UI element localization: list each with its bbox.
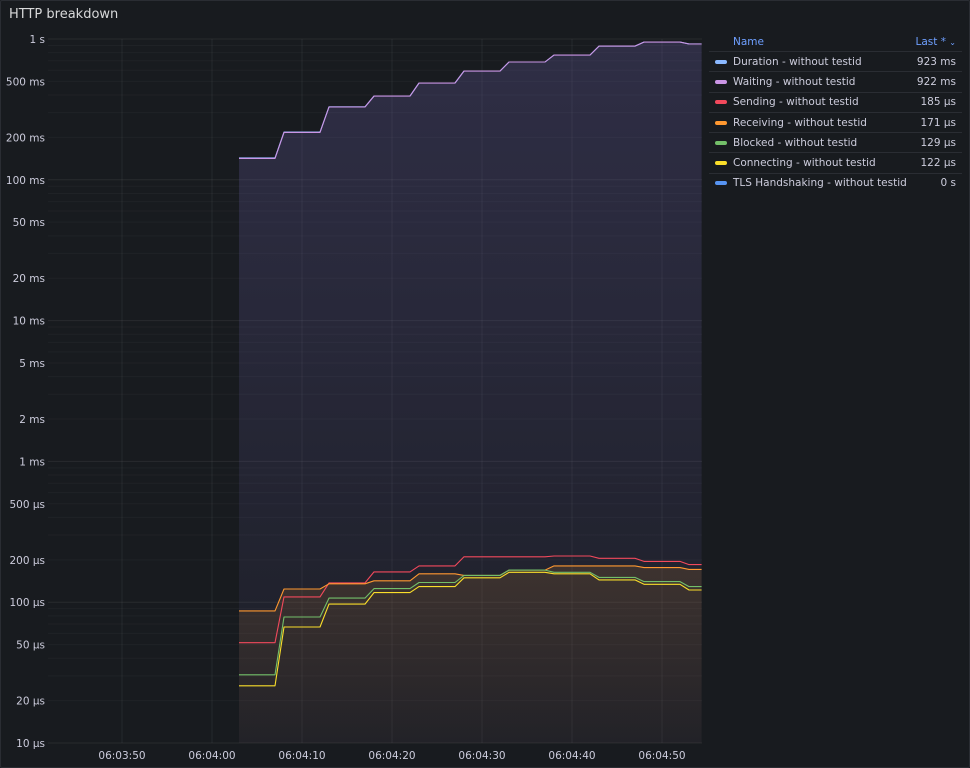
series-color-swatch [715, 161, 727, 166]
area-fill-3 [239, 565, 702, 743]
legend-item[interactable]: Blocked - without testid 129 µs [709, 132, 962, 152]
legend-item[interactable]: TLS Handshaking - without testid 0 s [709, 172, 962, 193]
series-color-swatch [715, 140, 727, 145]
y-tick-label: 10 µs [16, 738, 45, 750]
time-series-chart[interactable]: 1 s 500 ms 200 ms 100 ms 50 ms 20 ms 10 ms 5 ms… [0, 0, 705, 768]
x-tick-label: 06:03:50 [98, 750, 145, 762]
legend-item-name: TLS Handshaking - without testid [733, 177, 907, 190]
series-color-swatch [715, 100, 727, 105]
legend-item-name: Waiting - without testid [733, 75, 856, 88]
legend-item-last: 129 µs [920, 136, 956, 149]
y-tick-label: 200 ms [6, 132, 45, 144]
legend-item-name: Sending - without testid [733, 96, 859, 109]
y-tick-label: 20 ms [13, 273, 45, 285]
x-tick-label: 06:04:30 [458, 750, 505, 762]
x-axis: 06:03:50 06:04:00 06:04:10 06:04:20 06:04:30… [98, 750, 685, 762]
series-lines [239, 41, 702, 687]
legend-item[interactable]: Connecting - without testid 122 µs [709, 152, 962, 172]
legend-header-name[interactable]: Name [733, 35, 764, 48]
legend-sort-label: Last * [915, 35, 946, 48]
x-tick-label: 06:04:50 [638, 750, 685, 762]
legend-item-name: Receiving - without testid [733, 116, 867, 129]
series-line-waiting [239, 41, 702, 159]
series-color-swatch [715, 79, 727, 84]
x-tick-label: 06:04:10 [278, 750, 325, 762]
legend-item[interactable]: Waiting - without testid 922 ms [709, 71, 962, 91]
series-line-sending [239, 555, 702, 644]
y-tick-label: 500 µs [9, 499, 45, 511]
chevron-down-icon: ⌄ [949, 37, 956, 47]
legend-item-last: 922 ms [916, 75, 956, 88]
legend-header-last[interactable]: Last * ⌄ [915, 36, 956, 48]
panel-title[interactable]: HTTP breakdown [9, 7, 119, 22]
series-color-swatch [715, 120, 727, 125]
legend-item-last: 0 s [940, 177, 957, 190]
y-tick-label: 100 ms [6, 175, 45, 187]
legend-item[interactable]: Receiving - without testid 171 µs [709, 111, 962, 132]
legend: Name Last * ⌄ Duration - without testid 9… [709, 32, 962, 193]
y-axis: 1 s 500 ms 200 ms 100 ms 50 ms 20 ms 10 ms 5 ms… [6, 34, 45, 750]
x-tick-label: 06:04:00 [188, 750, 235, 762]
series-color-swatch [715, 181, 727, 186]
legend-item-name: Blocked - without testid [733, 136, 858, 149]
area-fills [239, 42, 702, 743]
legend-header: Name Last * ⌄ [709, 32, 962, 51]
y-tick-label: 1 s [30, 34, 46, 46]
legend-item[interactable]: Sending - without testid 185 µs [709, 91, 962, 112]
legend-item-name: Duration - without testid [733, 55, 862, 68]
y-tick-label: 1 ms [19, 456, 45, 468]
y-tick-label: 10 ms [13, 316, 45, 328]
y-tick-label: 20 µs [16, 696, 45, 708]
y-tick-label: 50 µs [16, 640, 45, 652]
y-tick-label: 500 ms [6, 76, 45, 88]
legend-item-last: 122 µs [920, 157, 956, 170]
series-line-connecting [239, 571, 702, 687]
y-tick-label: 5 ms [19, 358, 45, 370]
y-tick-label: 200 µs [9, 555, 45, 567]
legend-item-last: 171 µs [920, 116, 956, 129]
series-line-blocked [239, 569, 702, 676]
legend-item-last: 923 ms [916, 55, 956, 68]
y-tick-label: 100 µs [9, 597, 45, 609]
legend-item[interactable]: Duration - without testid 923 ms [709, 51, 962, 71]
y-tick-label: 2 ms [19, 414, 45, 426]
legend-item-last: 185 µs [920, 96, 956, 109]
x-tick-label: 06:04:20 [368, 750, 415, 762]
legend-item-name: Connecting - without testid [733, 157, 876, 170]
y-tick-label: 50 ms [13, 217, 45, 229]
x-tick-label: 06:04:40 [548, 750, 595, 762]
series-color-swatch [715, 59, 727, 64]
